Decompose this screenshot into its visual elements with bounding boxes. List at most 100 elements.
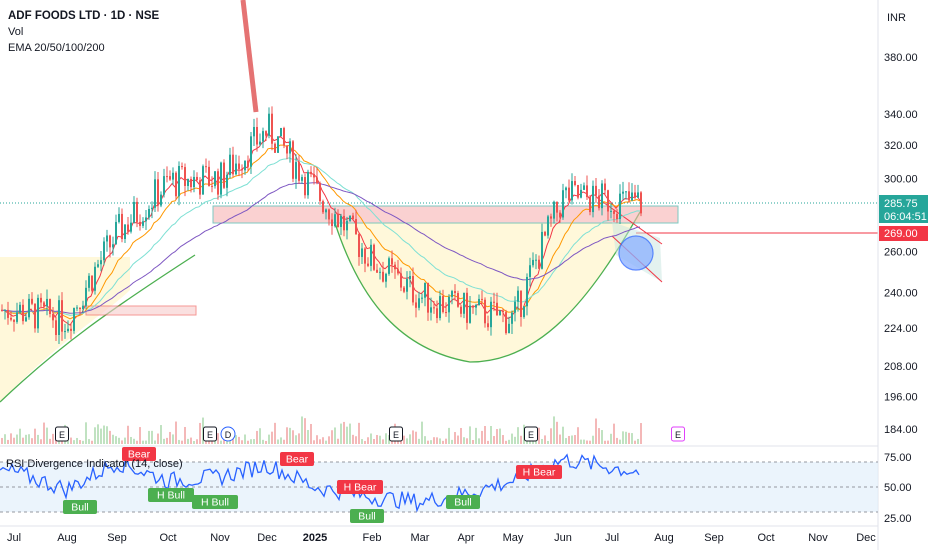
time-tick-label: Sep <box>107 532 127 544</box>
candle-body <box>319 183 321 202</box>
volume-bar <box>334 427 336 444</box>
candle-body <box>79 307 81 310</box>
earnings-marker[interactable] <box>203 426 217 442</box>
volume-bar <box>214 439 216 444</box>
volume-bar <box>439 438 441 444</box>
candle-body <box>511 312 513 324</box>
volume-bar <box>193 440 195 444</box>
candle-body <box>502 310 504 313</box>
candle-body <box>184 167 186 186</box>
volume-bar <box>589 440 591 444</box>
candle-body <box>448 296 450 313</box>
divergence-tag-label: H Bear <box>344 482 377 494</box>
volume-bar <box>244 434 246 444</box>
volume-bar <box>445 438 447 444</box>
earnings-marker[interactable] <box>671 426 685 442</box>
volume-bar <box>79 440 81 444</box>
candle-body <box>259 141 261 145</box>
candle-body <box>598 195 600 209</box>
volume-bar <box>4 434 6 444</box>
volume-bar <box>145 440 147 444</box>
volume-bar <box>544 435 546 444</box>
candle-body <box>541 231 543 269</box>
volume-bar <box>619 439 621 444</box>
rsi-title[interactable]: RSI Divergence Indicator (14, close) <box>6 458 183 470</box>
volume-bar <box>52 433 54 444</box>
symbol-title[interactable]: ADF FOODS LTD · 1D · NSE <box>8 10 160 22</box>
volume-bar <box>199 422 201 444</box>
level-tag <box>879 226 928 241</box>
candle-body <box>325 209 327 213</box>
volume-bar <box>28 434 30 444</box>
candle-body <box>28 298 30 318</box>
volume-bar <box>505 440 507 444</box>
dividend-marker[interactable] <box>220 426 236 442</box>
price-tick-label: 196.00 <box>884 392 918 404</box>
volume-bar <box>103 425 105 444</box>
candle-body <box>247 160 249 167</box>
volume-bar <box>85 422 87 444</box>
volume-bar <box>379 435 381 444</box>
candle-body <box>442 296 444 313</box>
candle-body <box>328 209 330 220</box>
ema-legend[interactable]: EMA 20/50/100/200 <box>8 42 105 54</box>
volume-bar <box>364 440 366 444</box>
volume-bar <box>151 430 153 444</box>
candle-body <box>313 174 315 178</box>
candle-body <box>106 235 108 242</box>
volume-legend[interactable]: Vol <box>8 26 23 38</box>
earnings-marker[interactable] <box>55 426 69 442</box>
earnings-marker[interactable] <box>389 426 403 442</box>
cup-arc <box>334 211 641 363</box>
candle-body <box>235 163 237 175</box>
volume-bar <box>460 427 462 444</box>
volume-bar <box>598 428 600 444</box>
candle-body <box>640 192 642 214</box>
volume-bar <box>571 435 573 444</box>
candle-body <box>22 304 24 322</box>
volume-bar <box>451 439 453 444</box>
volume-bar <box>46 427 48 444</box>
volume-bar <box>298 433 300 444</box>
earnings-marker[interactable] <box>524 426 538 442</box>
candle-body <box>265 131 267 136</box>
candle-body <box>268 113 270 136</box>
price-axis[interactable]: 380.00 340.00 320.00 300.00 260.00 240.00 224.… <box>884 52 918 436</box>
volume-bar <box>133 438 135 444</box>
volume-bar <box>331 430 333 444</box>
volume-bar <box>628 432 630 444</box>
candle-body <box>217 171 219 195</box>
volume-bar <box>175 421 177 444</box>
candle-body <box>175 172 177 197</box>
candle-body <box>43 302 45 307</box>
volume-bar <box>382 439 384 444</box>
time-axis[interactable]: Jul Aug Sep Oct Nov Dec 2025 Feb Mar Apr May Jun Jul… <box>7 532 876 544</box>
candle-body <box>577 184 579 198</box>
candle-body <box>277 136 279 153</box>
candle-body <box>445 312 447 314</box>
rsi-tick-25: 25.00 <box>884 513 912 525</box>
candle-body <box>115 221 117 245</box>
candle-body <box>391 258 393 265</box>
volume-bar <box>88 439 90 444</box>
volume-bar <box>7 439 9 444</box>
candle-body <box>256 126 258 145</box>
candle-body <box>55 320 57 336</box>
price-tick-label: 340.00 <box>884 109 918 121</box>
candle-body <box>10 317 12 320</box>
ema-100-line <box>1 157 641 316</box>
volume-bar <box>187 438 189 444</box>
volume-bar <box>316 435 318 444</box>
candle-body <box>385 273 387 282</box>
candle-body <box>625 191 627 193</box>
candle-body <box>139 221 141 226</box>
volume-bar <box>154 440 156 444</box>
candle-body <box>544 231 546 236</box>
volume-bar <box>313 440 315 444</box>
candle-body <box>190 178 192 188</box>
volume-bar <box>514 436 516 444</box>
candle-body <box>157 179 159 206</box>
candle-body <box>67 328 69 332</box>
volume-bar <box>310 423 312 444</box>
